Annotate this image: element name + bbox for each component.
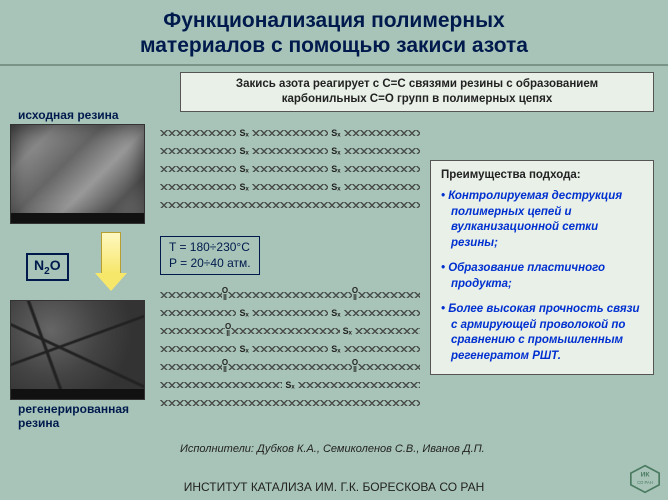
advantage-item-3: • Более высокая прочность связи с армиру… xyxy=(441,302,643,364)
label-regenerated-rubber: регенерированная резина xyxy=(18,402,129,431)
institute-footer: ИНСТИТУТ КАТАЛИЗА ИМ. Г.К. БОРЕСКОВА СО … xyxy=(0,480,668,494)
sx-label: Sₓ xyxy=(328,308,343,318)
polymer-diagram-after: O‖ O‖ SₓSₓ O‖ Sₓ SₓSₓ O‖ O‖ Sₓ xyxy=(160,284,420,418)
sx-label: Sₓ xyxy=(328,164,343,174)
advantage-item-1: • Контролируемая деструкция полимерных ц… xyxy=(441,189,643,251)
n2o-n: N xyxy=(34,257,44,273)
advantage-item-2: • Образование пластичного продукта; xyxy=(441,261,643,292)
sx-label: Sₓ xyxy=(328,128,343,138)
label-initial-rubber: исходная резина xyxy=(18,108,119,122)
polymer-diagram-before: Sₓ Sₓ Sₓ Sₓ Sₓ Sₓ Sₓ Sₓ xyxy=(160,122,420,222)
sx-label: Sₓ xyxy=(236,146,251,156)
pressure-line: P = 20÷40 атм. xyxy=(169,256,251,270)
sx-label: Sₓ xyxy=(282,380,297,390)
n2o-reagent-box: N2O xyxy=(26,253,69,281)
temperature-line: T = 180÷230°C xyxy=(169,240,250,254)
info-line-2: карбонильных C=O групп в полимерных цепя… xyxy=(282,93,553,105)
logo-text-1: ИК xyxy=(641,472,651,479)
sem-image-regenerated xyxy=(10,300,145,400)
conditions-box: T = 180÷230°C P = 20÷40 атм. xyxy=(160,236,260,275)
n2o-o: O xyxy=(50,257,61,273)
authors-line: Исполнители: Дубков К.А., Семиколенов С.… xyxy=(180,443,485,455)
sx-label: Sₓ xyxy=(236,344,251,354)
advantages-title: Преимущества подхода: xyxy=(441,169,643,181)
slide-title: Функционализация полимерных материалов с… xyxy=(0,0,668,66)
title-line-1: Функционализация полимерных xyxy=(163,9,504,32)
sx-label: Sₓ xyxy=(236,164,251,174)
sx-label: Sₓ xyxy=(328,146,343,156)
sx-label: Sₓ xyxy=(236,182,251,192)
reaction-arrow-down xyxy=(95,232,127,292)
sx-label: Sₓ xyxy=(328,182,343,192)
title-line-2: материалов с помощью закиси азота xyxy=(140,34,528,57)
sem-image-initial xyxy=(10,124,145,224)
label-regen-1: регенерированная xyxy=(18,402,129,416)
logo-text-2: СО РАН xyxy=(637,480,653,485)
info-line-1: Закись азота реагирует с C=C связями рез… xyxy=(236,78,598,90)
advantages-box: Преимущества подхода: • Контролируемая д… xyxy=(430,160,654,375)
sx-label: Sₓ xyxy=(340,326,355,336)
reaction-description-box: Закись азота реагирует с C=C связями рез… xyxy=(180,72,654,112)
sx-label: Sₓ xyxy=(236,128,251,138)
label-regen-2: резина xyxy=(18,416,59,430)
sx-label: Sₓ xyxy=(328,344,343,354)
institute-logo-icon: ИК СО РАН xyxy=(628,464,662,494)
sx-label: Sₓ xyxy=(236,308,251,318)
